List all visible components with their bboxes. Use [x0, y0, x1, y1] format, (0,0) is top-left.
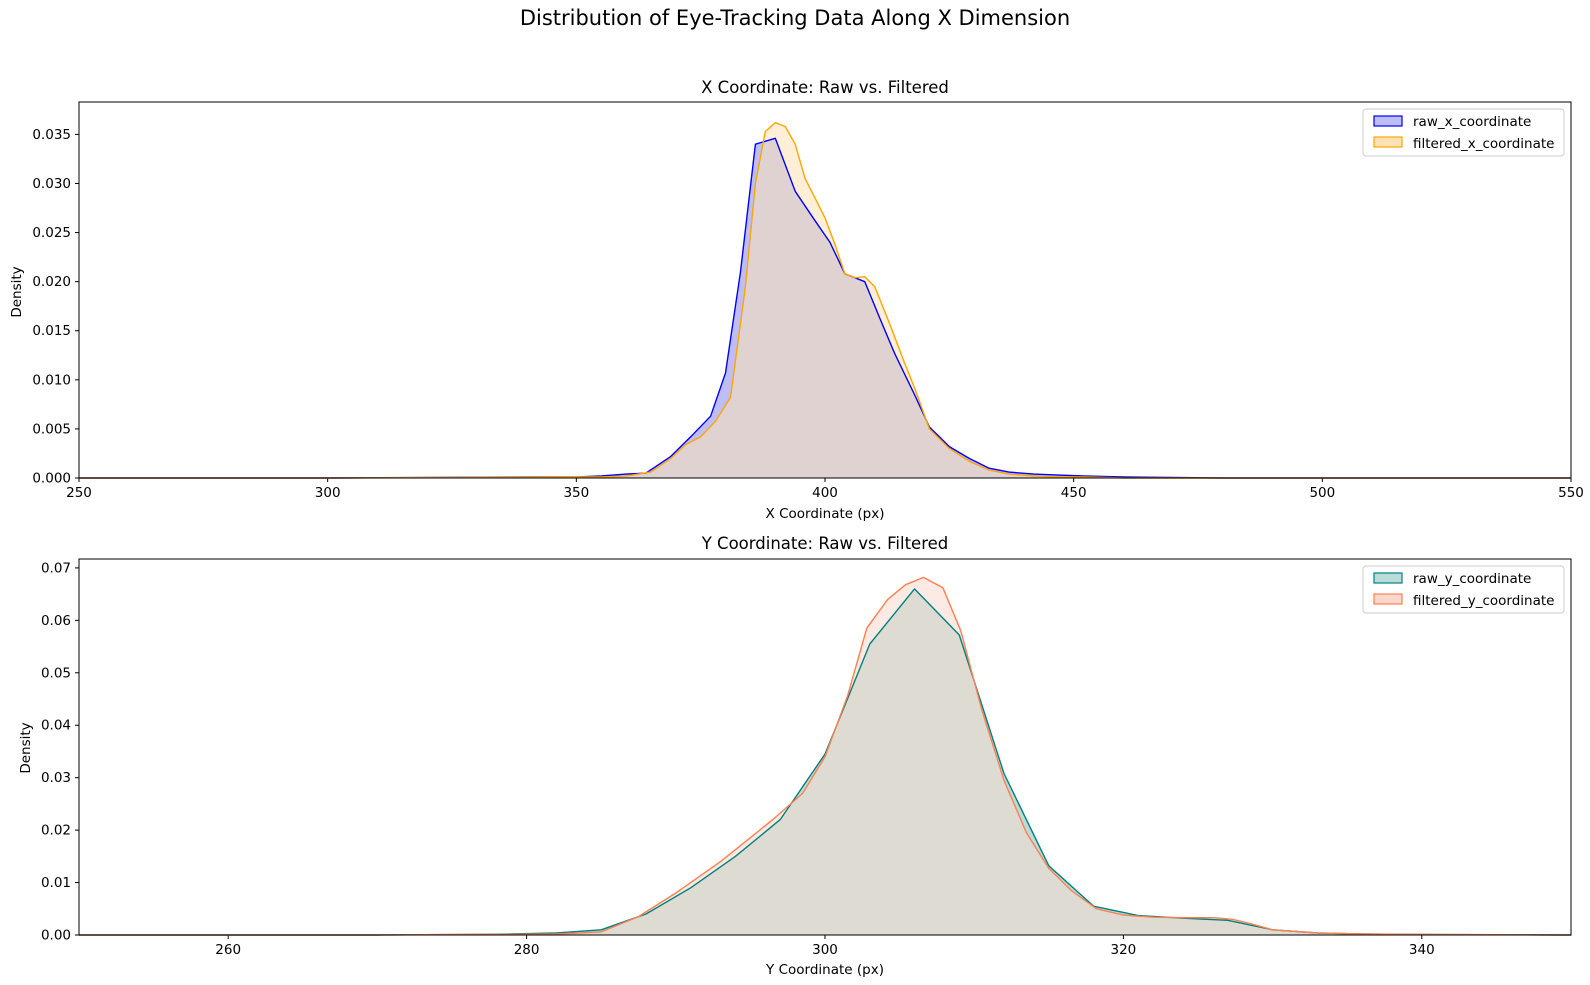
- chart-y-plot-area: [79, 576, 1572, 936]
- chart-y-legend-swatch-1: [1373, 593, 1403, 605]
- chart-y-xtick-label-4: 340: [1409, 942, 1435, 958]
- chart-y-line-1: [79, 576, 1572, 936]
- chart-y-ytick-label-4: 0.04: [41, 718, 71, 734]
- chart-x-ytick-label-5: 0.025: [32, 225, 71, 241]
- chart-y-xtick-label-3: 320: [1111, 942, 1137, 958]
- chart-x-ytick-label-4: 0.020: [32, 274, 71, 290]
- chart-y-frame: [78, 558, 1572, 936]
- chart-x-frame: [78, 101, 1572, 479]
- chart-y-legend: raw_y_coordinate filtered_y_coordinate: [1362, 565, 1565, 614]
- chart-x-yticks: 0.000 0.005 0.010 0.015 0.020 0.025 0.030 0.035: [32, 127, 79, 487]
- chart-y-xticks: 260 280 300 320 340: [215, 935, 1435, 958]
- chart-x-xtick-label-0: 250: [66, 485, 92, 501]
- chart-x-legend-swatch-0: [1373, 115, 1403, 127]
- chart-y-ytick-label-3: 0.03: [41, 770, 71, 786]
- chart-y-xtick-label-0: 260: [215, 942, 241, 958]
- chart-x-coordinate: X Coordinate: Raw vs. Filtered 0.0000.00…: [9, 78, 1584, 522]
- chart-x-xtick-label-3: 400: [812, 485, 838, 501]
- chart-x-line-1: [79, 121, 1571, 479]
- chart-x-xtick-label-5: 500: [1309, 485, 1335, 501]
- chart-y-xlabel: Y Coordinate (px): [765, 962, 884, 978]
- chart-x-xlabel: X Coordinate (px): [766, 506, 885, 522]
- chart-y-xtick-label-2: 300: [812, 942, 838, 958]
- chart-x-ytick-label-1: 0.005: [32, 421, 71, 437]
- chart-x-area-1: [79, 122, 1571, 478]
- chart-x-legend-swatch-1: [1373, 136, 1403, 148]
- chart-x-xtick-label-6: 550: [1558, 485, 1584, 501]
- chart-y-ytick-label-5: 0.05: [41, 665, 71, 681]
- chart-x-ylabel: Density: [9, 266, 25, 317]
- chart-x-legend: raw_x_coordinate filtered_x_coordinate: [1362, 108, 1565, 157]
- chart-x-ytick-label-3: 0.015: [32, 323, 71, 339]
- chart-y-title: Y Coordinate: Raw vs. Filtered: [701, 534, 949, 553]
- chart-y-legend-swatch-0: [1373, 572, 1403, 584]
- chart-x-xtick-label-1: 300: [315, 485, 341, 501]
- figure-suptitle: Distribution of Eye-Tracking Data Along …: [520, 6, 1070, 30]
- chart-y-ytick-label-6: 0.06: [41, 613, 71, 629]
- chart-x-xtick-label-4: 450: [1061, 485, 1087, 501]
- chart-y-ytick-label-2: 0.02: [41, 823, 71, 839]
- chart-x-ytick-label-6: 0.030: [32, 176, 71, 192]
- chart-y-ytick-label-1: 0.01: [41, 875, 71, 891]
- chart-x-xticks: 250 300 350 400 450 500 550: [66, 478, 1584, 501]
- chart-y-ytick-label-0: 0.00: [41, 928, 71, 944]
- chart-x-ytick-label-7: 0.035: [32, 127, 71, 143]
- chart-y-xtick-label-1: 280: [514, 942, 540, 958]
- chart-x-legend-box: [1362, 108, 1565, 157]
- chart-y-coordinate: Y Coordinate: Raw vs. Filtered 0.000.010…: [18, 534, 1572, 978]
- chart-y-ylabel: Density: [18, 722, 34, 773]
- chart-y-legend-label-1: filtered_y_coordinate: [1413, 593, 1554, 609]
- chart-y-yticks: 0.00 0.01 0.02 0.03 0.04 0.05 0.06 0.07: [41, 560, 79, 944]
- chart-x-title: X Coordinate: Raw vs. Filtered: [701, 78, 949, 97]
- chart-x-plot-area: [79, 121, 1571, 479]
- chart-x-line-0: [79, 137, 1571, 479]
- chart-y-legend-label-0: raw_y_coordinate: [1413, 571, 1531, 587]
- chart-y-area-1: [79, 577, 1571, 935]
- chart-x-ytick-label-0: 0.000: [32, 471, 71, 487]
- chart-x-xtick-label-2: 350: [563, 485, 589, 501]
- chart-y-ytick-label-7: 0.07: [41, 560, 71, 576]
- chart-x-legend-label-1: filtered_x_coordinate: [1413, 136, 1554, 152]
- chart-x-legend-label-0: raw_x_coordinate: [1413, 114, 1531, 130]
- chart-y-legend-box: [1362, 565, 1565, 614]
- chart-x-ytick-label-2: 0.010: [32, 372, 71, 388]
